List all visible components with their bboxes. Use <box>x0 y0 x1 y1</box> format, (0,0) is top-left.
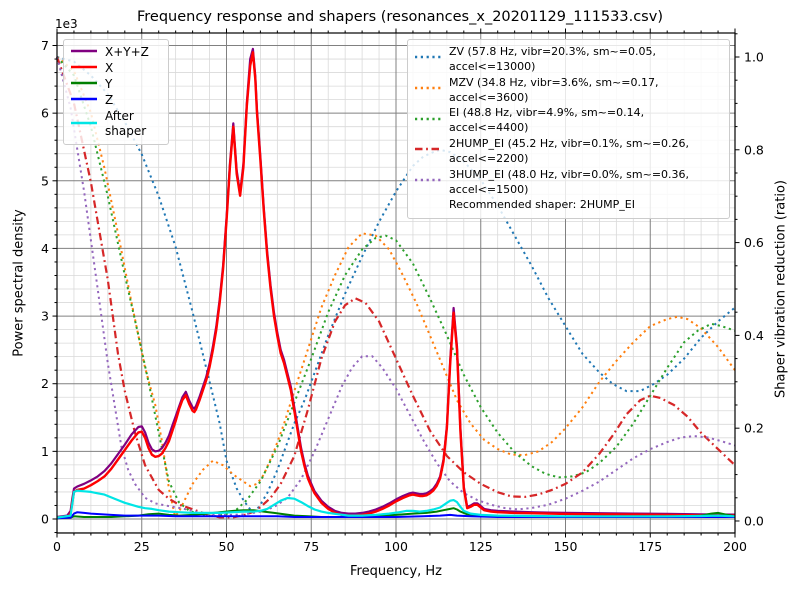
legend-item-3hump-ei: 3HUMP_EI (48.0 Hz, vibr=0.0%, sm~=0.36, … <box>414 168 722 198</box>
legend-item-x: X <box>70 61 161 76</box>
legend-item-z-line <box>70 93 98 108</box>
legend-item-zv: ZV (57.8 Hz, vibr=20.3%, sm~=0.05, accel… <box>414 45 722 75</box>
y-left-tick-label: 7 <box>41 38 49 53</box>
x-tick-label: 100 <box>384 539 408 554</box>
legend-psd: X+Y+Z X Y Z After shaper <box>63 39 169 145</box>
series <box>55 47 736 520</box>
legend-item-zv-line <box>414 52 442 67</box>
legend-line-sample <box>71 121 97 124</box>
legend-item-x-line <box>70 61 98 76</box>
legend-recommended-shaper-note-label: Recommended shaper: 2HUMP_EI <box>449 198 635 212</box>
legend-item-2hump-ei-line <box>414 144 442 159</box>
x-tick-label: 150 <box>554 539 578 554</box>
legend-line-sample <box>415 56 441 59</box>
legend-item-after-shaper-label: After shaper <box>105 109 147 138</box>
y-right-tick-label: 1.0 <box>744 49 764 64</box>
legend-item-y-label: Y <box>105 77 113 91</box>
legend-line-sample <box>415 178 441 182</box>
legend-item-z: Z <box>70 93 161 108</box>
x-tick-label: 0 <box>53 539 61 554</box>
legend-recommended-shaper-note: Recommended shaper: 2HUMP_EI <box>414 198 722 213</box>
y-right-tick-label: 0.6 <box>744 235 764 250</box>
legend-item-2hump-ei-label: 2HUMP_EI (45.2 Hz, vibr=0.1%, sm~=0.26, … <box>449 137 690 165</box>
y-axis-multiplier: 1e3 <box>55 17 78 31</box>
legend-item-3hump-ei-line <box>414 175 442 190</box>
y-right-tick-label: 0.2 <box>744 421 764 436</box>
series-x-line <box>56 51 736 519</box>
legend-item-ei: EI (48.8 Hz, vibr=4.9%, sm~=0.14, accel<… <box>414 106 722 136</box>
legend-item-zv-label: ZV (57.8 Hz, vibr=20.3%, sm~=0.05, accel… <box>449 45 656 73</box>
x-tick-label: 25 <box>134 539 150 554</box>
legend-line-sample <box>71 97 97 101</box>
legend-item-z-label: Z <box>105 93 114 107</box>
legend-item-y: Y <box>70 77 161 92</box>
legend-line-sample <box>415 117 441 121</box>
legend-shapers: ZV (57.8 Hz, vibr=20.3%, sm~=0.05, accel… <box>407 39 730 220</box>
x-tick-label: 75 <box>303 539 319 554</box>
y-left-tick-label: 3 <box>41 309 49 324</box>
y-axis-label-left: Power spectral density <box>11 209 27 357</box>
y-left-tick-label: 1 <box>41 444 49 459</box>
legend-item-x-y-z: X+Y+Z <box>70 45 161 60</box>
x-tick-label: 50 <box>219 539 235 554</box>
series-zv-line <box>56 56 736 513</box>
series-3hump-ei-line <box>56 56 736 516</box>
y-left-tick-label: 4 <box>41 241 49 256</box>
ticks <box>52 28 740 538</box>
y-right-tick-label: 0.8 <box>744 142 764 157</box>
y-left-tick-label: 6 <box>41 106 49 121</box>
legend-item-after-shaper-line <box>70 117 98 132</box>
legend-item-x-label: X <box>105 61 114 75</box>
x-tick-label: 175 <box>638 539 662 554</box>
legend-line-sample <box>415 86 441 90</box>
series-ei-line <box>56 56 736 518</box>
y-right-tick-label: 0.4 <box>744 328 764 343</box>
y-left-tick-label: 0 <box>41 511 49 526</box>
legend-item-x-y-z-line <box>70 45 98 60</box>
legend-item-ei-line <box>414 114 442 129</box>
legend-item-mzv-label: MZV (34.8 Hz, vibr=3.6%, sm~=0.17, accel… <box>449 75 659 104</box>
legend-line-sample <box>71 49 97 53</box>
chart-title: Frequency response and shapers (resonanc… <box>137 9 663 25</box>
legend-line-sample <box>71 81 97 85</box>
grid-minor <box>57 33 735 533</box>
series-after-shaper-line <box>56 489 736 519</box>
x-tick-label: 200 <box>723 539 747 554</box>
y-left-tick-label: 2 <box>41 376 49 391</box>
legend-item-after-shaper: After shaper <box>70 109 161 139</box>
x-axis-label: Frequency, Hz <box>349 564 443 579</box>
legend-item-mzv: MZV (34.8 Hz, vibr=3.6%, sm~=0.17, accel… <box>414 76 722 106</box>
tick-labels: 0 25 50 75 100 125 150 175 200 0 1 2 3 4 5 6 7 0.0 0.2 0.4 0… <box>41 38 764 554</box>
y-axis-label-right: Shaper vibration reduction (ratio) <box>773 180 789 398</box>
legend-item-mzv-line <box>414 83 442 98</box>
legend-item-x-y-z-label: X+Y+Z <box>105 45 149 59</box>
x-tick-label: 125 <box>469 539 493 554</box>
y-left-tick-label: 5 <box>41 173 49 188</box>
legend-item-2hump-ei: 2HUMP_EI (45.2 Hz, vibr=0.1%, sm~=0.26, … <box>414 137 722 167</box>
legend-item-y-line <box>70 77 98 92</box>
y-right-tick-label: 0.0 <box>744 513 764 528</box>
legend-item-3hump-ei-label: 3HUMP_EI (48.0 Hz, vibr=0.0%, sm~=0.36, … <box>449 167 690 196</box>
legend-line-sample <box>71 65 97 69</box>
legend-item-ei-label: EI (48.8 Hz, vibr=4.9%, sm~=0.14, accel<… <box>449 106 645 135</box>
legend-line-sample <box>415 148 441 151</box>
